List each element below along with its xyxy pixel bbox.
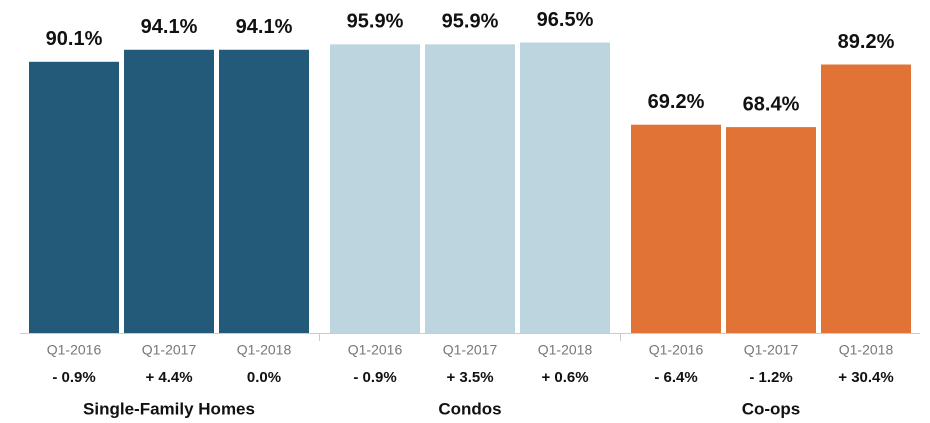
bar	[124, 49, 214, 333]
group-title: Condos	[438, 399, 501, 418]
bar	[219, 49, 309, 333]
x-tick-label: Q1-2018	[839, 342, 894, 358]
bar	[29, 61, 119, 333]
x-tick-label: Q1-2016	[649, 342, 704, 358]
bar	[425, 44, 515, 333]
group-title: Co-ops	[742, 399, 801, 418]
bar	[631, 124, 721, 333]
value-label: 94.1%	[236, 16, 293, 38]
change-label: 0.0%	[247, 369, 281, 386]
x-tick-label: Q1-2018	[237, 342, 292, 358]
x-tick-label: Q1-2016	[348, 342, 403, 358]
x-tick-label: Q1-2016	[47, 342, 102, 358]
x-tick-label: Q1-2017	[443, 342, 498, 358]
x-tick-label: Q1-2018	[538, 342, 593, 358]
change-label: + 30.4%	[838, 369, 893, 386]
value-label: 90.1%	[46, 28, 103, 50]
change-label: - 0.9%	[353, 369, 396, 386]
bar	[330, 44, 420, 333]
change-label: + 4.4%	[145, 369, 192, 386]
change-label: + 3.5%	[446, 369, 493, 386]
bar	[520, 42, 610, 333]
value-label: 95.9%	[347, 11, 404, 33]
value-label: 68.4%	[743, 93, 800, 115]
x-tick-label: Q1-2017	[744, 342, 799, 358]
value-label: 96.5%	[537, 9, 594, 31]
group-title: Single-Family Homes	[83, 399, 255, 418]
value-label: 95.9%	[442, 11, 499, 33]
change-label: - 0.9%	[52, 369, 95, 386]
x-tick-label: Q1-2017	[142, 342, 197, 358]
value-label: 69.2%	[648, 91, 705, 113]
value-label: 94.1%	[141, 16, 198, 38]
bar	[726, 127, 816, 333]
change-label: - 6.4%	[654, 369, 697, 386]
bar	[821, 64, 911, 334]
change-label: - 1.2%	[749, 369, 792, 386]
change-label: + 0.6%	[541, 369, 588, 386]
value-label: 89.2%	[838, 31, 895, 53]
